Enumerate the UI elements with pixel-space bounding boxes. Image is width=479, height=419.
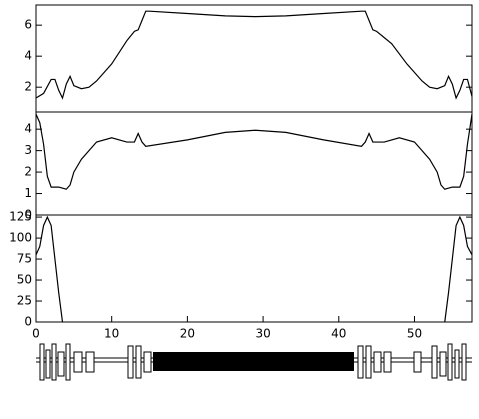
y-tick-label: 1 — [24, 186, 32, 200]
y-tick-label: 75 — [17, 252, 32, 266]
quad — [143, 351, 152, 373]
plot-frame — [35, 4, 473, 113]
dipole — [153, 352, 354, 371]
quad — [447, 343, 453, 381]
y-tick-label: 0 — [24, 208, 32, 222]
quad — [51, 343, 57, 381]
x-tick-label: 50 — [407, 327, 422, 341]
quad — [461, 343, 467, 381]
quad — [127, 345, 134, 379]
x-tick-label: 10 — [104, 327, 119, 341]
x-tick-label: 30 — [255, 327, 270, 341]
quad — [439, 351, 447, 377]
lattice — [36, 343, 472, 381]
quad — [135, 345, 142, 379]
y-tick-label: 4 — [24, 49, 32, 63]
plot-frame — [35, 214, 473, 323]
quad — [73, 351, 83, 373]
quad — [39, 343, 45, 381]
x-tick-label: 0 — [32, 327, 40, 341]
y-tick-label: 125 — [9, 210, 32, 224]
y-tick-label: 50 — [17, 273, 32, 287]
quad — [365, 345, 372, 379]
quad — [383, 351, 392, 373]
line-series — [35, 10, 473, 100]
quad — [413, 351, 422, 373]
y-tick-label: 0 — [24, 315, 32, 329]
quad — [45, 349, 51, 379]
quad — [431, 345, 438, 379]
quad — [85, 351, 95, 373]
y-tick-label: 25 — [17, 294, 32, 308]
line-series — [35, 215, 473, 323]
y-tick-label: 100 — [9, 231, 32, 245]
x-tick-label: 40 — [331, 327, 346, 341]
quad — [357, 345, 364, 379]
y-tick-label: 3 — [24, 143, 32, 157]
line-series — [35, 113, 473, 190]
y-tick-label: 6 — [24, 18, 32, 32]
quad — [454, 349, 460, 379]
plot-frame — [35, 111, 473, 216]
quad — [57, 351, 65, 377]
y-tick-label: 4 — [24, 122, 32, 136]
quad — [65, 343, 71, 381]
y-tick-label: 2 — [24, 165, 32, 179]
quad — [373, 351, 382, 373]
x-tick-label: 20 — [180, 327, 195, 341]
y-tick-label: 2 — [24, 80, 32, 94]
